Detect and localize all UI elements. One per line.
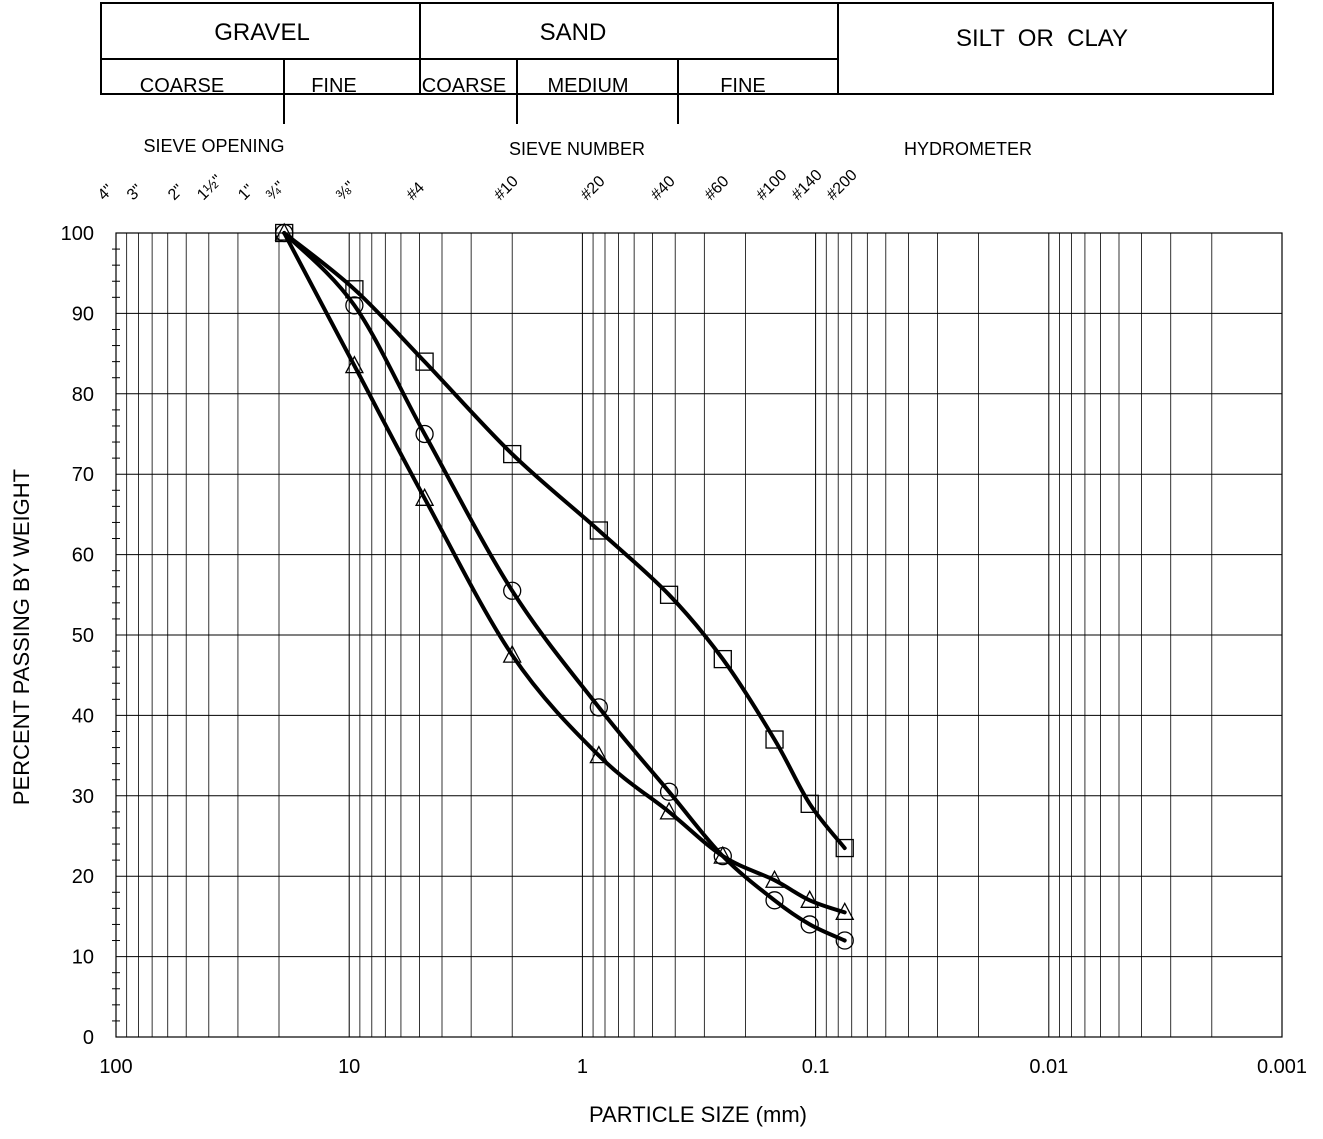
data-point-triangle xyxy=(502,644,522,663)
sieve-label: #40 xyxy=(648,173,679,204)
data-point-triangle xyxy=(344,355,364,374)
data-point-square xyxy=(835,838,854,858)
sieve-label: 1" xyxy=(235,181,257,203)
x-axis-ticks: 100 10 1 0.1 0.01 0.001 xyxy=(99,1056,1307,1078)
y-tick-label: 40 xyxy=(72,705,94,727)
data-point-square xyxy=(713,649,732,669)
data-point-circle xyxy=(415,424,434,444)
sieve-label: 4" xyxy=(95,181,117,203)
subclass-sand-medium: MEDIUM xyxy=(547,75,628,97)
subclass-sand-coarse: COARSE xyxy=(422,75,506,97)
sieve-label: #60 xyxy=(702,173,733,204)
y-tick-label: 70 xyxy=(72,464,94,486)
sieve-label: 2" xyxy=(165,181,187,203)
subclass-gravel-coarse: COARSE xyxy=(140,75,224,97)
data-point-square xyxy=(345,280,364,299)
plot-grid xyxy=(112,232,1283,1038)
section-sieve-opening: SIEVE OPENING xyxy=(143,136,284,156)
sieve-label: 1½" xyxy=(194,172,226,204)
x-tick-label: 0.1 xyxy=(802,1056,830,1078)
y-tick-label: 50 xyxy=(72,625,94,647)
x-tick-label: 0.001 xyxy=(1257,1056,1307,1078)
data-point-triangle xyxy=(764,869,785,888)
sieve-label: 3" xyxy=(124,181,146,203)
data-point-triangle xyxy=(274,222,294,241)
data-point-triangle xyxy=(659,801,679,820)
sieve-labels: 4" 3" 2" 1½" 1" ¾" ⅜" #4 #10 #20 #40 #60 #100#140#20… xyxy=(95,167,861,204)
y-tick-label: 90 xyxy=(72,303,94,325)
data-point-circle xyxy=(659,782,679,801)
data-point-square xyxy=(659,585,679,604)
y-tick-label: 20 xyxy=(72,866,94,888)
classification-table: GRAVEL SAND SILT OR CLAY COARSE FINE COA… xyxy=(100,2,1274,124)
sieve-label: #100 xyxy=(753,167,790,204)
y-tick-label: 0 xyxy=(83,1027,94,1049)
data-point-circle xyxy=(800,915,819,934)
section-hydrometer: HYDROMETER xyxy=(904,139,1032,159)
sieve-label: #20 xyxy=(578,173,609,204)
sieve-label: #140 xyxy=(789,167,826,204)
x-tick-label: 0.01 xyxy=(1029,1056,1068,1078)
y-axis-ticks: 0 10 20 30 40 50 60 70 80 90 100 xyxy=(61,223,94,1049)
y-tick-label: 100 xyxy=(61,223,94,245)
sieve-label: #10 xyxy=(491,173,522,204)
section-sieve-number: SIEVE NUMBER xyxy=(509,139,645,159)
data-point-circle xyxy=(503,581,522,600)
data-point-square xyxy=(503,444,522,464)
x-axis-label: PARTICLE SIZE (mm) xyxy=(589,1102,807,1127)
data-point-square xyxy=(765,730,784,749)
data-point-square xyxy=(415,352,434,371)
data-point-triangle xyxy=(835,901,855,921)
data-point-square xyxy=(800,794,819,813)
subclass-gravel-fine: FINE xyxy=(311,75,357,97)
soil-class-gravel: GRAVEL xyxy=(214,19,310,46)
data-point-triangle xyxy=(589,745,609,764)
soil-class-silt-clay: SILT OR CLAY xyxy=(956,25,1128,52)
x-tick-label: 100 xyxy=(99,1056,132,1078)
data-point-circle xyxy=(765,891,784,910)
y-tick-label: 30 xyxy=(72,786,94,808)
series-layer xyxy=(274,222,855,950)
y-tick-label: 60 xyxy=(72,545,94,567)
data-point-triangle xyxy=(713,845,733,864)
y-axis-label: PERCENT PASSING BY WEIGHT xyxy=(9,469,34,805)
series-line-square xyxy=(282,231,847,851)
x-tick-label: 10 xyxy=(338,1056,360,1078)
data-point-circle xyxy=(835,931,854,950)
sieve-label: ¾" xyxy=(263,178,288,203)
soil-class-sand: SAND xyxy=(540,19,607,46)
x-tick-label: 1 xyxy=(577,1056,588,1078)
data-point-triangle xyxy=(415,487,435,506)
sieve-label: ⅜" xyxy=(333,178,358,203)
sieve-label: #200 xyxy=(824,167,861,204)
data-point-triangle xyxy=(800,889,820,908)
series-line-circle xyxy=(282,231,847,943)
data-point-square xyxy=(589,521,609,540)
y-tick-label: 80 xyxy=(72,384,94,406)
data-point-circle xyxy=(589,698,609,717)
sieve-label: #4 xyxy=(403,179,428,204)
data-point-circle xyxy=(345,296,364,315)
series-line-triangle xyxy=(282,231,847,915)
y-tick-label: 10 xyxy=(72,947,94,969)
subclass-sand-fine: FINE xyxy=(720,75,766,97)
